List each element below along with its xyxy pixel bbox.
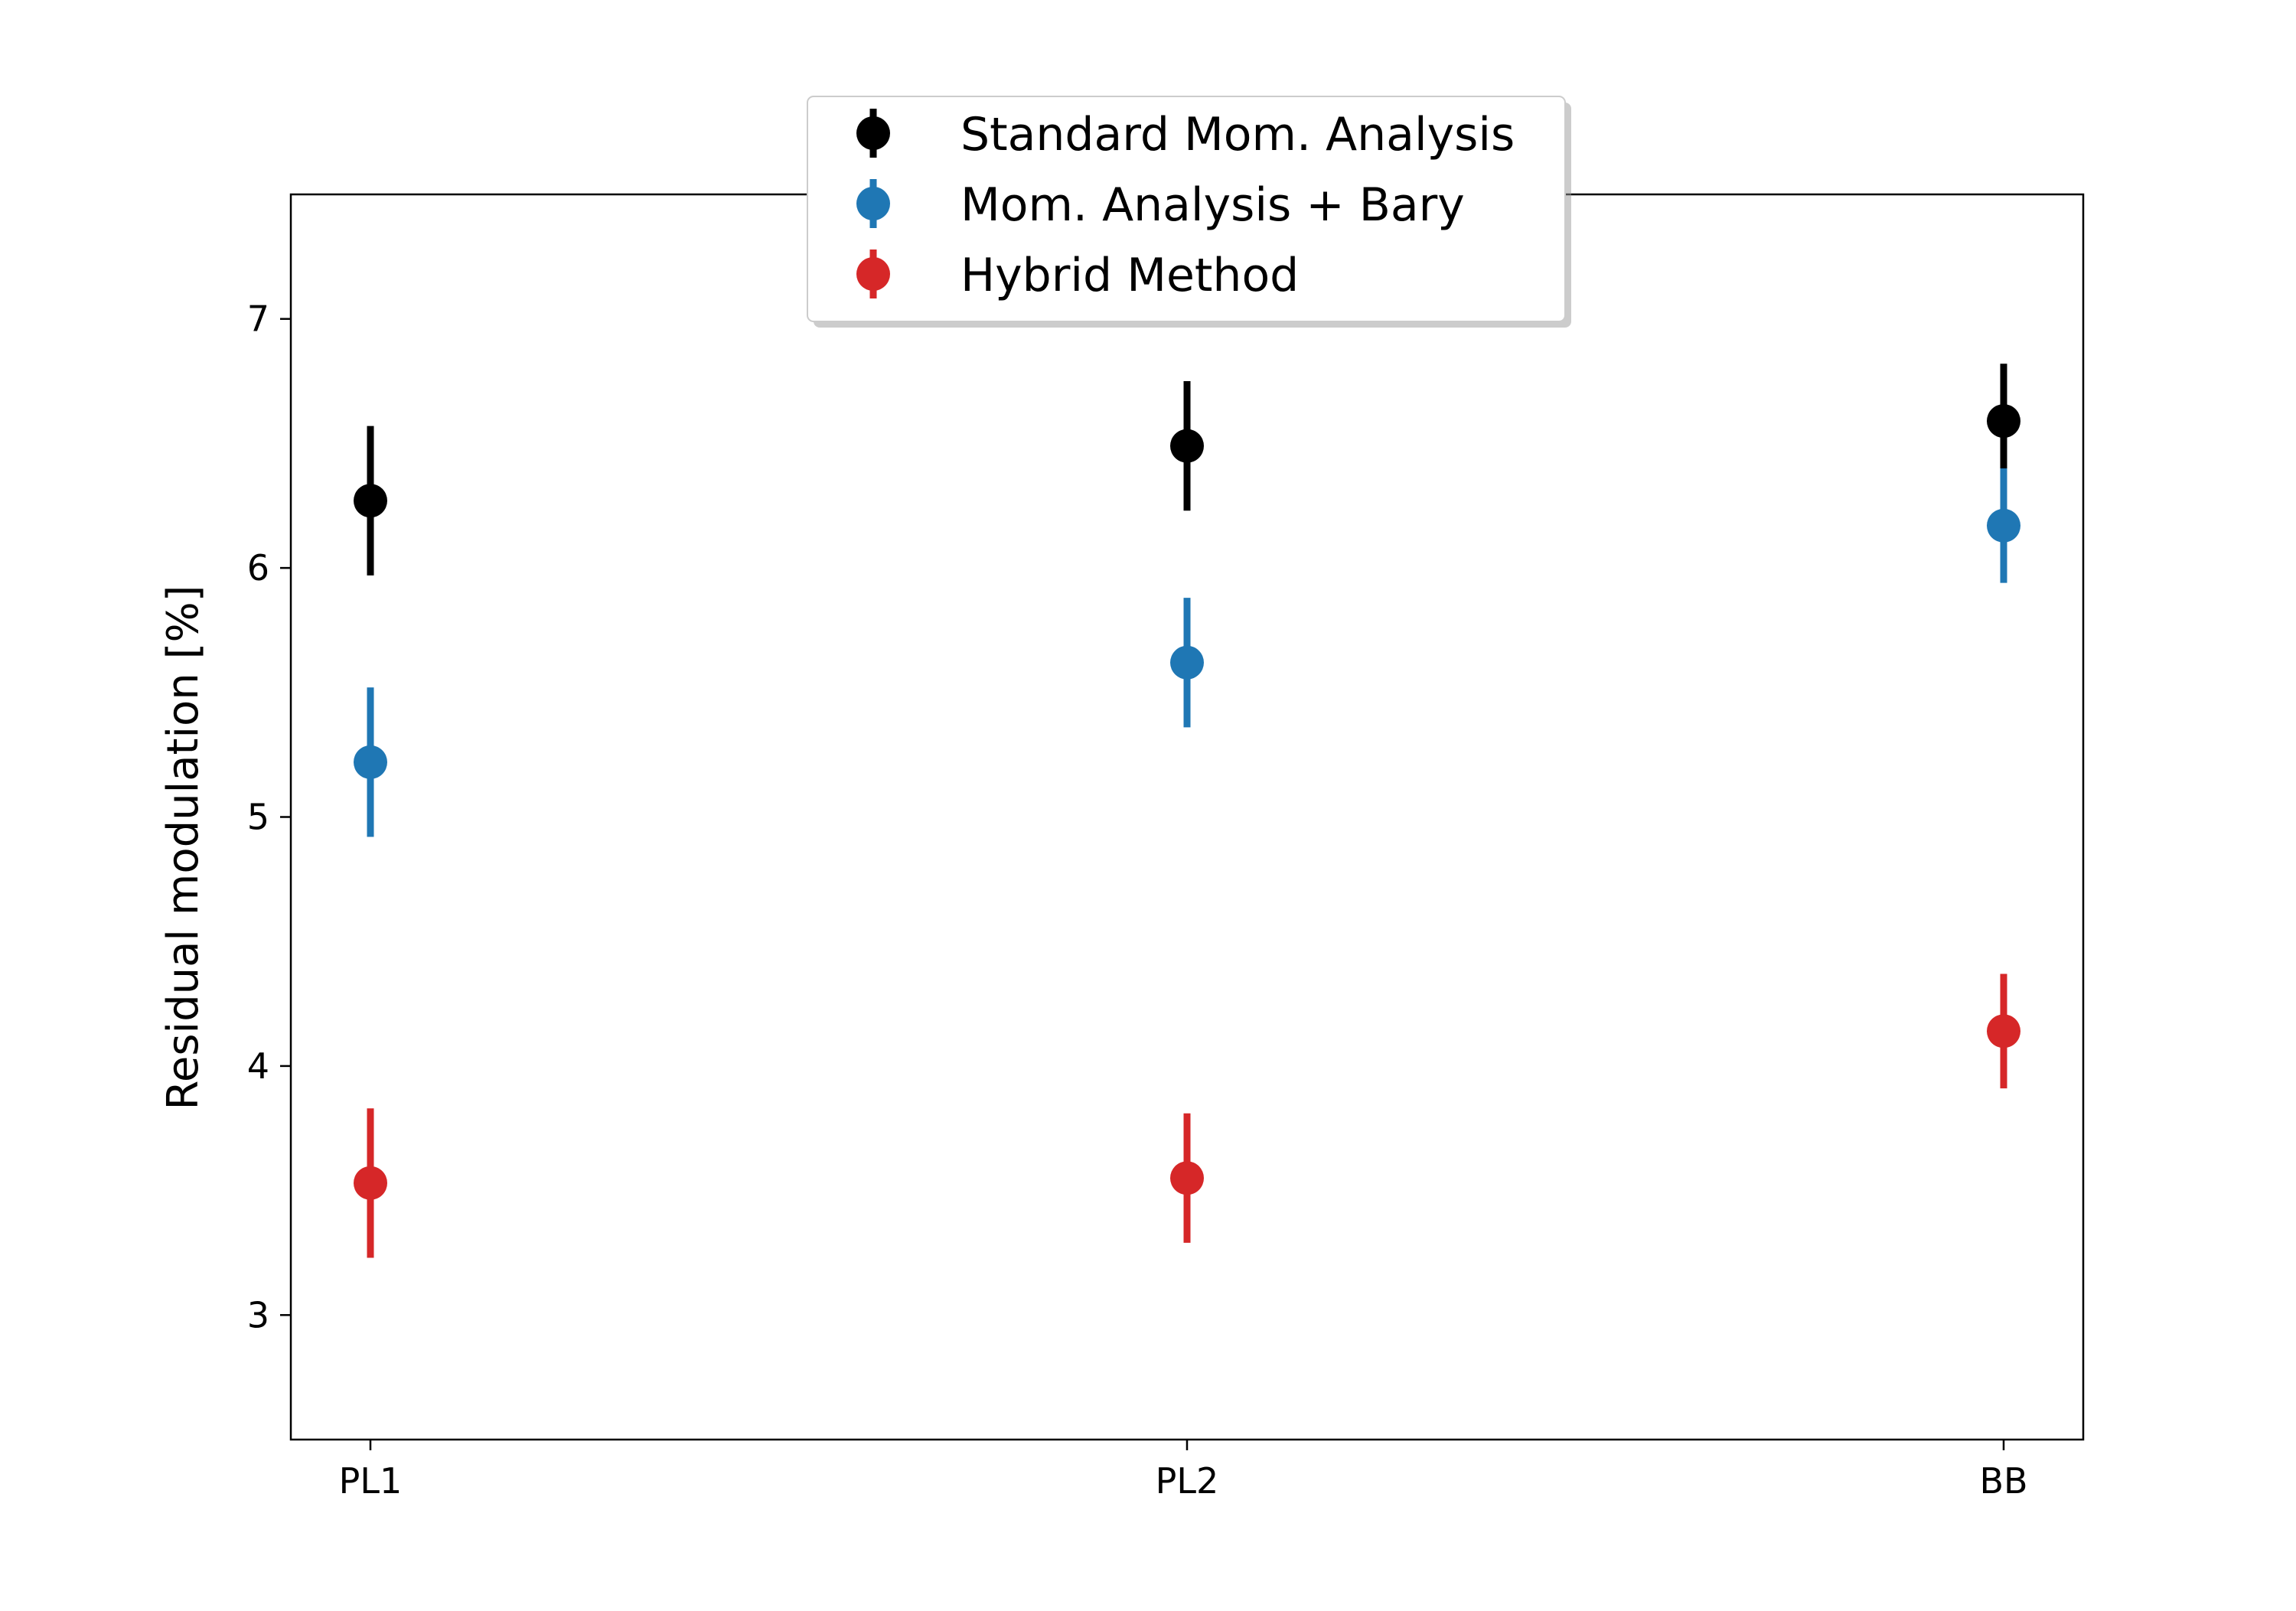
y-tick-label: 6 [247, 547, 269, 589]
data-point [1170, 645, 1204, 680]
data-point [1987, 404, 2020, 439]
x-axis-ticks: PL1 PL2 BB [339, 1440, 2028, 1502]
legend-box [807, 96, 1566, 322]
data-point [354, 484, 387, 518]
legend-label: Mom. Analysis + Bary [960, 178, 1465, 232]
legend-label: Hybrid Method [960, 249, 1299, 302]
y-tick-label: 5 [247, 797, 269, 838]
y-tick-label: 3 [247, 1294, 269, 1335]
data-point [1170, 1161, 1204, 1195]
data-marks [354, 364, 2020, 1258]
legend: Standard Mom. Analysis Mom. Analysis + Ba… [807, 96, 1571, 328]
data-point [354, 745, 387, 779]
data-point [1987, 508, 2020, 543]
y-axis-ticks: 3 4 5 6 7 [247, 298, 291, 1335]
y-tick-label: 4 [247, 1045, 269, 1087]
legend-marker [856, 116, 890, 150]
legend-marker [856, 187, 890, 220]
legend-marker [856, 257, 890, 291]
legend-label: Standard Mom. Analysis [960, 108, 1515, 161]
y-axis-label: Residual modulation [%] [158, 585, 208, 1110]
data-point [354, 1166, 387, 1200]
x-tick-label: PL2 [1156, 1460, 1219, 1502]
y-tick-label: 7 [247, 298, 269, 340]
x-tick-label: PL1 [339, 1460, 403, 1502]
data-point [1987, 1014, 2020, 1048]
data-point [1170, 429, 1204, 463]
x-tick-label: BB [1979, 1460, 2027, 1502]
